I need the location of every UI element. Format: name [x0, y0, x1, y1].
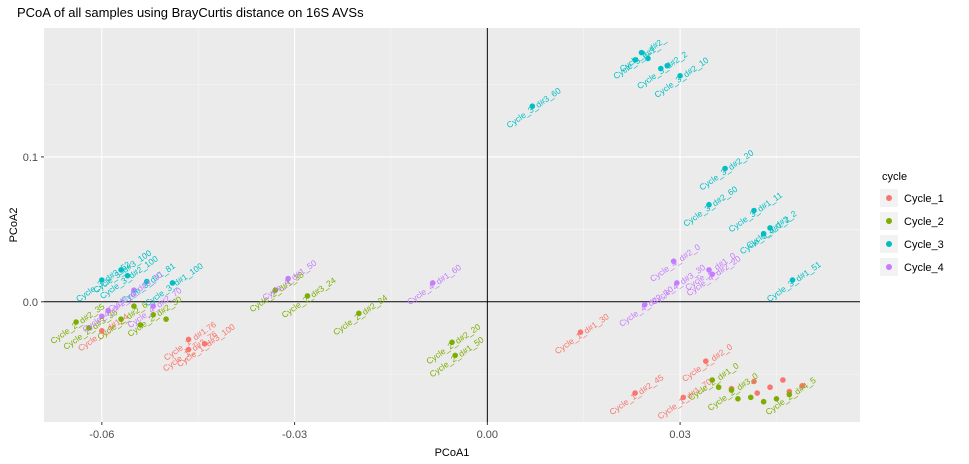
data-point — [449, 339, 455, 346]
data-point — [150, 312, 157, 318]
data-point — [99, 313, 105, 320]
data-point — [645, 55, 651, 62]
data-point — [185, 336, 192, 343]
data-point — [529, 103, 536, 110]
data-point — [99, 327, 105, 334]
data-point — [144, 278, 150, 285]
data-point — [789, 277, 796, 283]
data-point — [201, 340, 208, 347]
legend-key-point — [886, 195, 892, 201]
reference-lines — [44, 28, 860, 422]
legend-label: Cycle_1 — [904, 193, 944, 205]
y-axis-title: PCoA2 — [8, 208, 20, 243]
plot-panel — [44, 28, 860, 422]
data-point — [709, 271, 716, 278]
x-axis-title: PCoA1 — [435, 447, 470, 459]
data-point — [272, 287, 279, 293]
data-point — [131, 287, 137, 293]
data-point — [641, 301, 648, 308]
data-point — [118, 316, 124, 322]
data-point — [751, 378, 757, 385]
data-point — [137, 322, 144, 328]
data-point — [356, 310, 362, 317]
data-point — [185, 346, 192, 353]
data-point — [124, 272, 131, 279]
x-axis-ticks: -0.06 -0.03 0.00 0.03 — [89, 422, 691, 441]
legend-key-point — [886, 264, 892, 270]
data-point — [577, 329, 584, 335]
data-point — [304, 293, 311, 299]
data-point — [99, 277, 105, 283]
data-point — [632, 390, 638, 396]
legend-label: Cycle_2 — [904, 216, 944, 228]
data-point — [163, 316, 169, 322]
data-point — [285, 275, 291, 282]
data-point — [760, 230, 767, 237]
data-point — [169, 280, 176, 286]
data-point — [735, 396, 741, 402]
data-point — [452, 352, 459, 359]
x-tick-label: 0.03 — [669, 429, 690, 441]
data-point — [709, 377, 716, 383]
data-point — [799, 382, 805, 389]
data-point — [73, 319, 79, 325]
x-tick-label: -0.06 — [89, 429, 114, 441]
data-point — [767, 384, 773, 391]
data-point — [674, 280, 680, 286]
data-points — [73, 49, 805, 405]
legend-label: Cycle_3 — [904, 239, 944, 251]
data-point — [105, 307, 112, 314]
x-tick-label: -0.03 — [282, 429, 307, 441]
data-point — [706, 267, 712, 273]
data-point — [677, 73, 683, 79]
data-point — [86, 325, 92, 331]
data-point — [680, 394, 687, 401]
data-point — [429, 280, 436, 286]
legend-key-point — [886, 241, 892, 247]
data-point — [786, 391, 793, 398]
y-tick-label: 0.1 — [23, 152, 38, 164]
data-point — [754, 390, 760, 396]
data-point — [751, 207, 757, 214]
data-point — [118, 267, 124, 273]
data-point — [706, 201, 712, 208]
legend-title: cycle — [882, 171, 907, 183]
legend-items: Cycle_1 Cycle_2 Cycle_3 Cycle_4 — [880, 189, 944, 276]
data-point — [702, 358, 709, 364]
x-tick-label: 0.00 — [477, 429, 498, 441]
data-point — [664, 62, 671, 69]
chart-title: PCoA of all samples using BrayCurtis dis… — [17, 5, 364, 20]
y-tick-label: 0.0 — [23, 297, 38, 309]
data-point — [747, 394, 754, 401]
data-point — [773, 396, 780, 402]
data-point — [767, 225, 773, 231]
data-point — [150, 303, 157, 309]
data-point — [632, 57, 638, 63]
minor-gridlines — [44, 28, 860, 422]
y-axis-ticks: 0.0 0.1 — [23, 152, 44, 309]
data-point — [638, 49, 645, 56]
data-point — [670, 258, 677, 265]
data-point — [131, 303, 137, 309]
data-point — [780, 377, 786, 383]
legend: cycle Cycle_1 Cycle_2 Cycle_3 Cycle_4 — [876, 171, 960, 279]
legend-key-point — [886, 218, 892, 224]
data-point — [728, 387, 735, 393]
data-point — [658, 65, 664, 72]
data-point — [715, 384, 722, 391]
data-point — [760, 398, 767, 405]
legend-label: Cycle_4 — [904, 262, 944, 274]
data-point — [722, 165, 728, 172]
